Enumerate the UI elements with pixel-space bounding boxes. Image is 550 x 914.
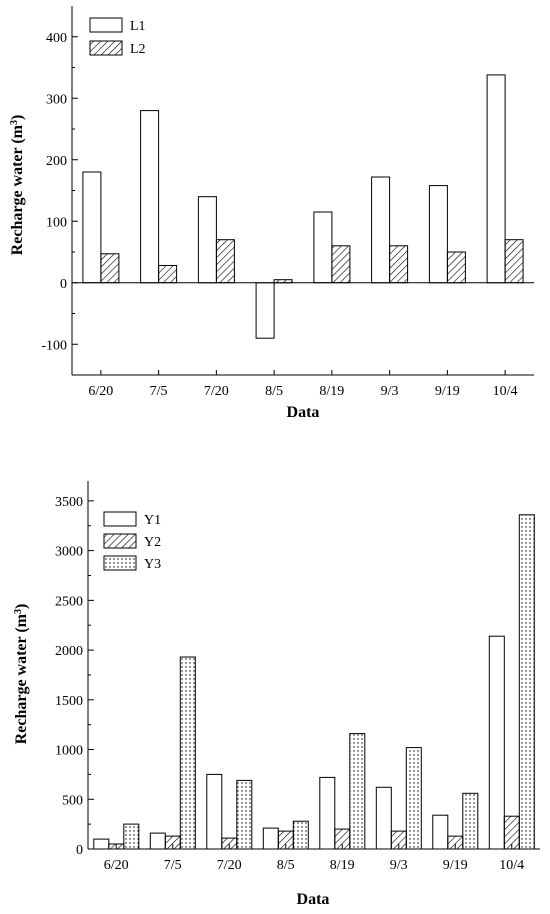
x-tick-label: 8/19 (319, 384, 344, 399)
legend-swatch-l2 (89, 40, 123, 56)
bar-l1-7-5 (140, 110, 160, 284)
bar-y1-8-5 (262, 827, 279, 850)
bar-l2-7-5 (158, 265, 178, 284)
x-tick-label: 9/19 (443, 858, 468, 873)
bar-l2-8-19 (331, 245, 351, 284)
x-tick-label: 6/20 (88, 384, 113, 399)
bar-l1-6-20 (82, 171, 102, 284)
x-tick-label: 9/3 (390, 858, 408, 873)
x-tick-label: 10/4 (493, 384, 518, 399)
x-tick-label: 8/5 (265, 384, 283, 399)
y-tick-label: 200 (46, 154, 67, 169)
bar-l1-8-19 (313, 211, 333, 284)
bar-y1-9-3 (375, 786, 392, 850)
legend-label-y3: Y3 (144, 557, 161, 572)
bar-y3-6-20 (123, 823, 140, 850)
legend-label-l1: L1 (130, 19, 146, 34)
legend-swatch-y2 (103, 533, 137, 549)
y-tick-label: 0 (76, 843, 83, 858)
x-axis-title: Data (287, 404, 320, 421)
bar-y3-7-20 (236, 779, 253, 850)
bar-y1-9-19 (432, 814, 449, 850)
bar-y3-8-19 (349, 733, 366, 850)
x-tick-label: 9/3 (381, 384, 399, 399)
y-axis-title: Recharge water (m3) (13, 604, 31, 745)
x-tick-label: 8/19 (330, 858, 355, 873)
x-tick-label: 7/5 (150, 384, 168, 399)
y-tick-label: 1000 (55, 744, 83, 759)
x-tick-label: 7/20 (217, 858, 242, 873)
y-tick-label: 400 (46, 31, 67, 46)
x-tick-label: 6/20 (104, 858, 129, 873)
y-tick-label: 3500 (55, 495, 83, 510)
y-tick-label: 1500 (55, 694, 83, 709)
bar-l2-9-3 (389, 245, 409, 284)
bar-l1-10-4 (486, 74, 506, 284)
y-tick-label: 2500 (55, 594, 83, 609)
bar-l2-7-20 (215, 239, 235, 284)
bar-y1-8-19 (319, 776, 336, 850)
bar-l2-6-20 (100, 253, 120, 284)
bar-y1-7-20 (206, 773, 223, 850)
x-tick-label: 10/4 (499, 858, 524, 873)
bar-y3-9-3 (405, 747, 422, 850)
x-tick-label: 7/20 (204, 384, 229, 399)
bar-y3-8-5 (292, 820, 309, 850)
legend-label-y2: Y2 (144, 535, 161, 550)
y-tick-label: 100 (46, 215, 67, 230)
y-tick-label: 0 (60, 277, 67, 292)
bar-y1-7-5 (149, 832, 166, 850)
bar-y3-10-4 (518, 514, 535, 850)
legend-label-l2: L2 (130, 42, 146, 57)
bar-l2-9-19 (446, 251, 466, 284)
y-tick-label: 300 (46, 92, 67, 107)
bar-l1-7-20 (197, 196, 217, 284)
legend-swatch-y3 (103, 555, 137, 571)
bar-y3-7-5 (179, 656, 196, 850)
bar-l1-8-5 (255, 282, 275, 339)
bar-l1-9-19 (428, 185, 448, 284)
legend-swatch-y1 (103, 511, 137, 527)
legend-swatch-l1 (89, 17, 123, 33)
chart-top-l1-l2: -100 0 100 200 300 400 6/20 7/5 7/20 8/5 8/19 9/3 9/… (9, 6, 534, 421)
bar-y1-6-20 (93, 838, 110, 850)
y-axis-title: Recharge water (m3) (9, 115, 27, 256)
chart-bottom-y1-y2-y3: 0 500 1000 1500 2000 2500 3000 3500 6/20 7/5 7/20 8… (13, 481, 540, 908)
x-tick-label: 8/5 (277, 858, 295, 873)
x-tick-label: 9/19 (435, 384, 460, 399)
bar-y3-9-19 (462, 792, 479, 850)
y-tick-label: 500 (62, 793, 83, 808)
x-axis-title: Data (297, 891, 330, 908)
bar-l2-10-4 (504, 239, 524, 284)
y-tick-label: 3000 (55, 545, 83, 560)
bar-y1-10-4 (488, 635, 505, 850)
legend-label-y1: Y1 (144, 513, 161, 528)
x-tick-label: 7/5 (164, 858, 182, 873)
y-tick-label: -100 (41, 338, 67, 353)
y-tick-label: 2000 (55, 644, 83, 659)
bar-l1-9-3 (371, 176, 391, 284)
